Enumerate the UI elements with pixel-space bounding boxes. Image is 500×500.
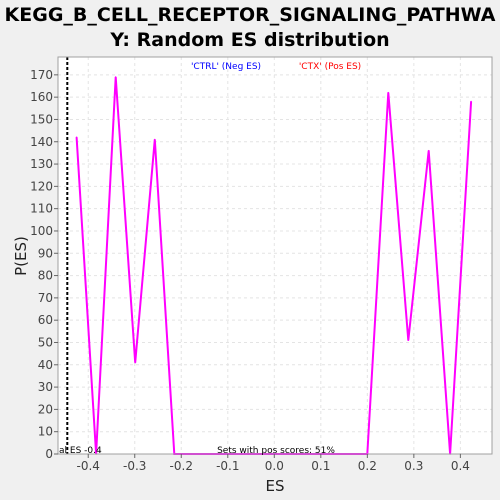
data-point (427, 149, 430, 152)
y-tick-label: 100 (30, 224, 53, 238)
x-tick-label: -0.4 (77, 459, 100, 473)
y-tick-label: 80 (38, 269, 53, 283)
y-tick-label: 20 (38, 402, 53, 416)
pos-scores-annotation: Sets with pos scores: 51% (217, 446, 335, 456)
y-tick-label: 140 (30, 135, 53, 149)
x-axis-ticks: -0.4 -0.3 -0.2 -0.1 0.0 0.1 0.2 0.3 0.4 (77, 454, 470, 473)
x-tick-label: 0.1 (311, 459, 330, 473)
y-tick-label: 30 (38, 380, 53, 394)
y-tick-label: 170 (30, 68, 53, 82)
data-point (134, 361, 137, 364)
x-tick-label: 0.3 (404, 459, 423, 473)
y-tick-label: 160 (30, 90, 53, 104)
y-tick-label: 50 (38, 335, 53, 349)
data-point (75, 136, 78, 139)
data-point (470, 100, 472, 103)
x-axis-label: ES (266, 477, 285, 495)
actual-es-label: al ES -0.4 (59, 446, 102, 456)
x-tick-label: -0.2 (170, 459, 193, 473)
x-tick-label: 0.4 (451, 459, 470, 473)
y-tick-label: 130 (30, 157, 53, 171)
legend-entry-ctx: 'CTX' (Pos ES) (299, 62, 361, 72)
y-axis-ticks: 0 10 20 30 40 50 60 70 80 90 100 110 120 130 140 150 160… (30, 68, 58, 461)
data-point (153, 138, 156, 141)
y-tick-label: 120 (30, 179, 53, 193)
chart-title-line-1: KEGG_B_CELL_RECEPTOR_SIGNALING_PATHWA (5, 4, 496, 26)
y-tick-label: 150 (30, 112, 53, 126)
x-tick-label: 0.0 (265, 459, 284, 473)
axes (57, 56, 493, 455)
y-tick-label: 0 (45, 447, 53, 461)
x-tick-label: 0.2 (358, 459, 377, 473)
x-tick-label: -0.1 (216, 459, 239, 473)
grid (58, 57, 492, 455)
x-tick-label: -0.3 (123, 459, 146, 473)
legend-entry-ctrl: 'CTRL' (Neg ES) (191, 62, 261, 72)
y-tick-label: 70 (38, 291, 53, 305)
y-tick-label: 10 (38, 425, 53, 439)
plot-border (57, 56, 493, 455)
y-tick-label: 60 (38, 313, 53, 327)
y-tick-label: 40 (38, 358, 53, 372)
plot-area (58, 57, 492, 454)
data-point (114, 76, 117, 78)
data-point (387, 91, 390, 94)
y-tick-label: 90 (38, 246, 53, 260)
chart-title-line-2: Y: Random ES distribution (109, 29, 389, 51)
data-point (407, 339, 410, 342)
y-axis-label: P(ES) (12, 236, 30, 276)
y-tick-label: 110 (30, 202, 53, 216)
